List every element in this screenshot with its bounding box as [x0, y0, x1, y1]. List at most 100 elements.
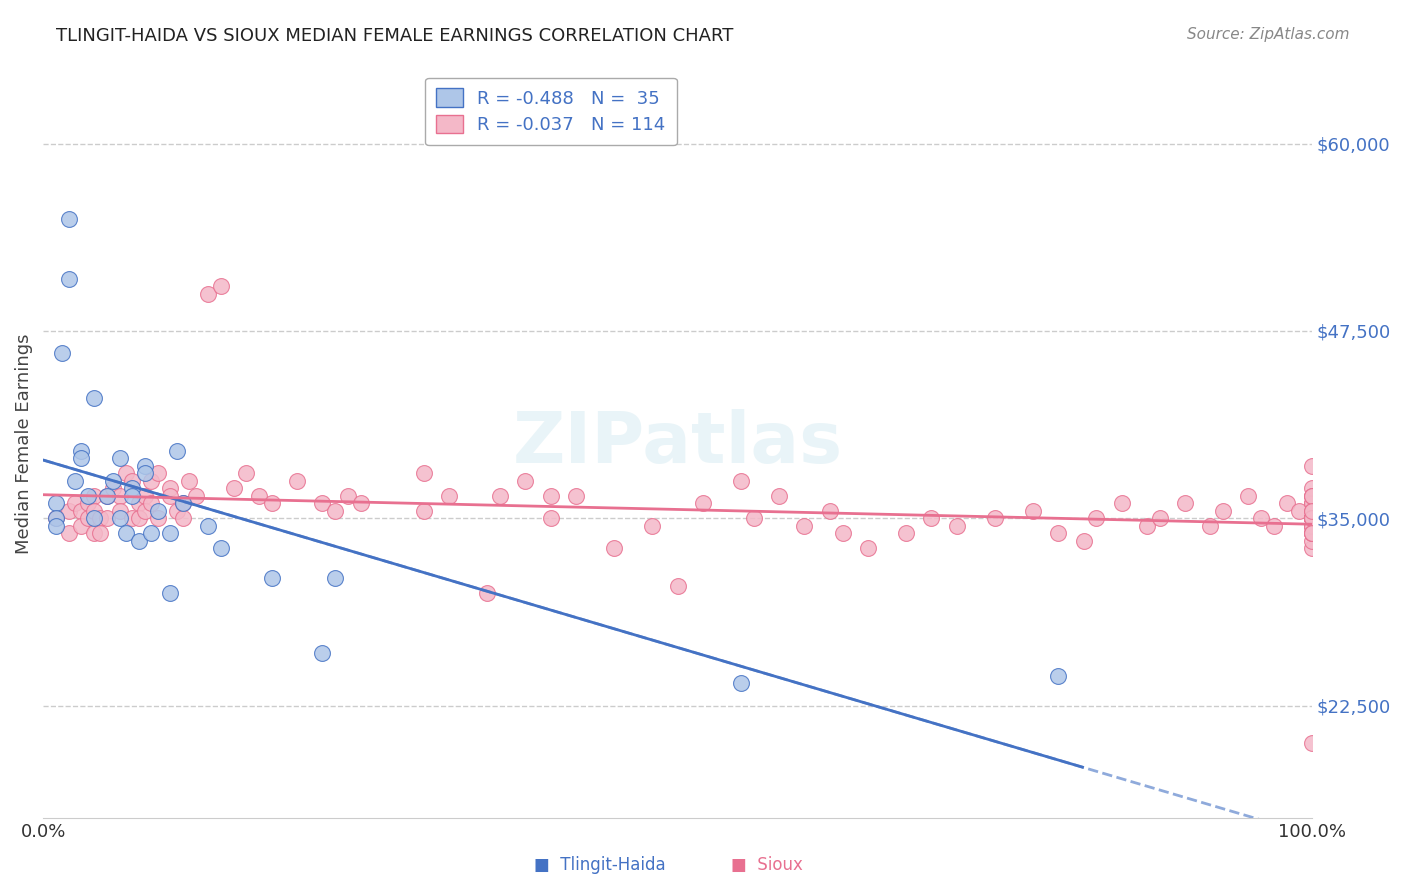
Point [134, 489, 156, 503]
Text: ■  Sioux: ■ Sioux [731, 856, 803, 874]
Point [1301, 496, 1323, 510]
Point [128, 511, 150, 525]
Point [285, 474, 308, 488]
Point [1301, 489, 1323, 503]
Point [209, 541, 232, 556]
Point [1111, 496, 1133, 510]
Point [260, 572, 283, 586]
Text: ZIPatlas: ZIPatlas [513, 409, 842, 478]
Point [1301, 526, 1323, 541]
Point [1047, 669, 1070, 683]
Text: ■  Tlingit-Haida: ■ Tlingit-Haida [534, 856, 666, 874]
Point [349, 496, 371, 510]
Point [1085, 511, 1108, 525]
Y-axis label: Median Female Earnings: Median Female Earnings [15, 334, 32, 554]
Point [1301, 519, 1323, 533]
Point [121, 482, 143, 496]
Point [159, 482, 181, 496]
Point [1136, 519, 1159, 533]
Point [1047, 526, 1070, 541]
Point [477, 586, 499, 600]
Point [141, 496, 163, 510]
Point [1301, 511, 1323, 525]
Point [134, 467, 156, 481]
Point [1275, 496, 1298, 510]
Point [1301, 541, 1323, 556]
Point [45, 511, 67, 525]
Point [96, 489, 118, 503]
Point [146, 504, 169, 518]
Point [222, 482, 245, 496]
Point [1301, 519, 1323, 533]
Point [166, 444, 188, 458]
Point [96, 489, 118, 503]
Text: TLINGIT-HAIDA VS SIOUX MEDIAN FEMALE EARNINGS CORRELATION CHART: TLINGIT-HAIDA VS SIOUX MEDIAN FEMALE EAR… [56, 27, 734, 45]
Point [1301, 533, 1323, 548]
Point [121, 489, 143, 503]
Point [121, 474, 143, 488]
Point [83, 511, 105, 525]
Point [83, 392, 105, 406]
Point [1301, 511, 1323, 525]
Point [1301, 489, 1323, 503]
Point [197, 286, 219, 301]
Point [1301, 511, 1323, 525]
Point [166, 504, 188, 518]
Point [1301, 526, 1323, 541]
Point [742, 511, 765, 525]
Point [856, 541, 879, 556]
Point [101, 482, 124, 496]
Point [101, 474, 124, 488]
Point [818, 504, 841, 518]
Point [1301, 504, 1323, 518]
Point [1301, 496, 1323, 510]
Point [235, 467, 257, 481]
Point [96, 511, 118, 525]
Point [1301, 736, 1323, 750]
Point [172, 511, 194, 525]
Point [70, 444, 93, 458]
Point [115, 526, 138, 541]
Point [413, 467, 436, 481]
Point [134, 504, 156, 518]
Point [323, 504, 346, 518]
Point [692, 496, 714, 510]
Point [793, 519, 815, 533]
Point [83, 504, 105, 518]
Point [831, 526, 853, 541]
Point [1301, 511, 1323, 525]
Point [76, 511, 98, 525]
Point [108, 489, 131, 503]
Point [121, 511, 143, 525]
Point [58, 504, 80, 518]
Point [179, 474, 201, 488]
Point [63, 474, 86, 488]
Text: Source: ZipAtlas.com: Source: ZipAtlas.com [1187, 27, 1350, 42]
Point [108, 451, 131, 466]
Point [45, 511, 67, 525]
Point [565, 489, 588, 503]
Point [1263, 519, 1285, 533]
Point [641, 519, 664, 533]
Point [260, 496, 283, 510]
Point [439, 489, 461, 503]
Point [768, 489, 790, 503]
Point [515, 474, 537, 488]
Point [413, 504, 436, 518]
Point [666, 579, 689, 593]
Point [311, 496, 333, 510]
Point [108, 511, 131, 525]
Point [76, 496, 98, 510]
Point [128, 496, 150, 510]
Point [70, 519, 93, 533]
Point [146, 467, 169, 481]
Point [1301, 526, 1323, 541]
Point [159, 586, 181, 600]
Point [1301, 511, 1323, 525]
Point [1073, 533, 1095, 548]
Legend: R = -0.488   N =  35, R = -0.037   N = 114: R = -0.488 N = 35, R = -0.037 N = 114 [425, 78, 676, 145]
Point [603, 541, 626, 556]
Point [45, 519, 67, 533]
Point [945, 519, 967, 533]
Point [311, 647, 333, 661]
